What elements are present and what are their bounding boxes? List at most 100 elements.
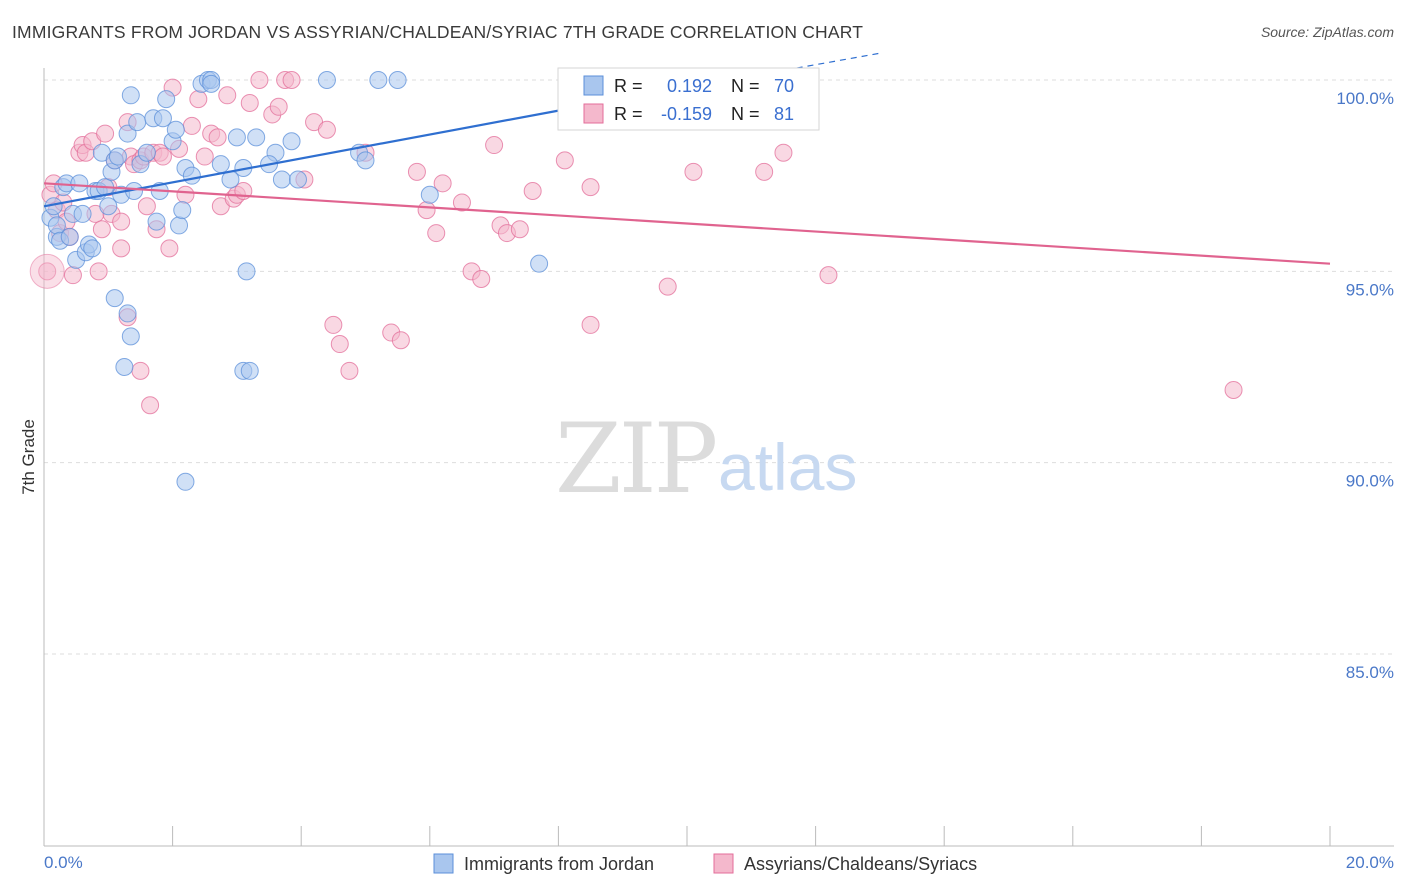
- jordan-point-63: [420, 185, 439, 204]
- x-axis-ticks: [43, 826, 1331, 846]
- jordan-point-40: [182, 166, 201, 185]
- assyrians-point-25: [137, 197, 156, 216]
- assyrians-point-72: [581, 178, 600, 197]
- assyrians-point-83: [112, 212, 131, 231]
- series-assyrians-points: [29, 71, 1243, 415]
- jordan-point-37: [170, 216, 189, 235]
- jordan-point-10: [70, 174, 89, 193]
- jordan-point-7: [60, 227, 79, 246]
- assyrians-point-54: [330, 335, 349, 354]
- assyrians-point-58: [391, 331, 410, 350]
- jordan-point-61: [369, 71, 388, 89]
- assyrians-point-60: [417, 201, 436, 220]
- assyrians-point-19: [112, 239, 131, 258]
- assyrians-point-77: [774, 143, 793, 162]
- legend-label-jordan: Immigrants from Jordan: [464, 854, 654, 874]
- y-axis-label: 7th Grade: [19, 419, 38, 495]
- jordan-point-68: [115, 358, 134, 376]
- jordan-point-31: [147, 212, 166, 231]
- legend-label-assyrians: Assyrians/Chaldeans/Syriacs: [744, 854, 977, 874]
- stats-blue-r-label: R =: [614, 76, 643, 96]
- y-tick-label-85: 85.0%: [1346, 663, 1394, 682]
- assyrians-point-73: [581, 315, 600, 334]
- assyrians-point-44: [240, 93, 259, 112]
- assyrians-point-40: [218, 86, 237, 105]
- chart-title: IMMIGRANTS FROM JORDAN VS ASSYRIAN/CHALD…: [12, 22, 864, 42]
- jordan-point-38: [173, 201, 192, 220]
- assyrians-point-70: [523, 181, 542, 200]
- watermark-atlas: atlas: [718, 430, 857, 504]
- assyrians-point-71: [555, 151, 574, 170]
- watermark-zip: ZIP: [555, 403, 716, 515]
- assyrians-point-14: [92, 220, 111, 239]
- y-axis-tick-labels: 85.0% 90.0% 95.0% 100.0%: [1336, 89, 1394, 682]
- jordan-point-36: [166, 120, 185, 139]
- legend-swatch-jordan: [433, 853, 454, 874]
- y-tick-label-90: 90.0%: [1346, 472, 1394, 491]
- assyrians-point-81: [141, 396, 160, 415]
- assyrians-point-8: [63, 266, 82, 285]
- jordan-point-27: [128, 113, 147, 132]
- jordan-point-69: [176, 472, 195, 491]
- y-tick-label-100: 100.0%: [1336, 89, 1394, 108]
- stats-pink-r-label: R =: [614, 104, 643, 124]
- assyrians-point-79: [1224, 380, 1243, 399]
- assyrians-point-52: [317, 120, 336, 139]
- jordan-point-50: [237, 262, 256, 281]
- jordan-point-24: [118, 124, 137, 143]
- jordan-point-66: [118, 304, 137, 323]
- stats-blue-n-value: 70: [774, 76, 794, 96]
- jordan-point-11: [73, 204, 92, 223]
- assyrians-point-84: [89, 262, 108, 281]
- assyrians-point-55: [340, 361, 359, 380]
- legend-swatch-assyrians: [713, 853, 734, 874]
- jordan-point-45: [211, 155, 230, 174]
- assyrians-point-63: [452, 193, 471, 212]
- jordan-point-47: [227, 128, 246, 147]
- jordan-point-58: [317, 71, 336, 89]
- assyrians-point-36: [195, 147, 214, 166]
- x-tick-label-max: 20.0%: [1346, 853, 1394, 872]
- assyrians-point-62: [433, 174, 452, 193]
- source-credit: Source: ZipAtlas.com: [1260, 24, 1394, 40]
- jordan-point-60: [356, 151, 375, 170]
- jordan-point-33: [153, 109, 172, 128]
- jordan-point-19: [99, 197, 118, 216]
- jordan-point-44: [202, 74, 221, 93]
- jordan-point-54: [272, 170, 291, 189]
- jordan-point-25: [121, 86, 140, 105]
- trendline-assyrians: [43, 182, 1331, 265]
- assyrians-point-76: [755, 162, 774, 181]
- series-jordan-points: [41, 71, 549, 491]
- assyrians-point-59: [407, 162, 426, 181]
- stats-swatch-pink: [583, 103, 604, 124]
- assyrians-point-74: [658, 277, 677, 296]
- assyrians-point-34: [182, 116, 201, 135]
- stats-blue-n-label: N =: [731, 76, 760, 96]
- assyrians-point-38: [208, 128, 227, 147]
- assyrians-point-66: [485, 136, 504, 155]
- assyrians-point-65: [472, 269, 491, 288]
- assyrians-point-49: [282, 71, 301, 89]
- assyrians-point-80: [131, 361, 150, 380]
- trendline-jordan: [43, 109, 559, 208]
- trend-lines: [43, 52, 1331, 265]
- stats-blue-r-value: 0.192: [667, 76, 712, 96]
- stats-pink-n-label: N =: [731, 104, 760, 124]
- assyrians-point-47: [269, 97, 288, 116]
- jordan-point-55: [288, 170, 307, 189]
- assyrians-point-30: [160, 239, 179, 258]
- jordan-point-52: [240, 361, 259, 380]
- assyrians-point-75: [684, 162, 703, 181]
- y-tick-label-95: 95.0%: [1346, 280, 1394, 299]
- jordan-point-57: [282, 132, 301, 151]
- jordan-point-49: [247, 128, 266, 147]
- assyrians-point-53: [324, 315, 343, 334]
- assyrians-point-69: [510, 220, 529, 239]
- jordan-point-62: [388, 71, 407, 89]
- assyrians-point-78: [819, 266, 838, 285]
- assyrians-point-61: [427, 224, 446, 243]
- assyrians-point-cluster: [29, 253, 65, 289]
- assyrians-point-45: [250, 71, 269, 89]
